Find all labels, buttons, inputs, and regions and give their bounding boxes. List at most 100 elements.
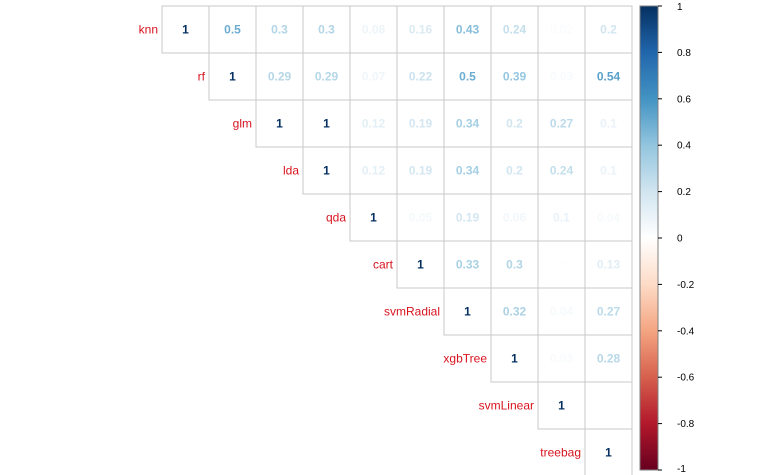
value-label-knn-qda: 0.08 xyxy=(362,23,386,37)
colorbar-tick-label: 0 xyxy=(677,234,683,245)
value-label-knn-cart: 0.16 xyxy=(409,23,433,37)
cell-glm-treebag xyxy=(584,99,633,148)
cell-cart-xgbTree xyxy=(490,240,539,289)
value-label-rf-cart: 0.22 xyxy=(409,70,433,84)
cell-knn-treebag xyxy=(584,5,633,54)
colorbar-tick-label: 0.4 xyxy=(677,141,691,152)
cell-rf-svmRadial xyxy=(443,52,492,101)
cell-cart-svmRadial xyxy=(443,240,492,289)
colorbar-tick-label: 1 xyxy=(677,2,683,13)
value-label-glm-treebag: 0.1 xyxy=(600,117,617,131)
cell-svmRadial-treebag xyxy=(584,287,633,336)
value-label-cart-xgbTree: 0.3 xyxy=(506,258,523,272)
value-label-xgbTree-treebag: 0.28 xyxy=(597,352,621,366)
value-label-glm-glm: 1 xyxy=(276,117,283,131)
value-label-rf-svmRadial: 0.5 xyxy=(459,70,476,84)
value-label-xgbTree-xgbTree: 1 xyxy=(511,352,518,366)
value-label-glm-qda: 0.12 xyxy=(362,117,386,131)
value-label-lda-treebag: 0.1 xyxy=(600,164,617,178)
value-label-glm-lda: 1 xyxy=(323,117,330,131)
row-label-cart: cart xyxy=(373,258,394,272)
cell-xgbTree-xgbTree xyxy=(490,334,539,383)
value-label-rf-svmLinear: 0.03 xyxy=(550,70,574,84)
cell-xgbTree-treebag xyxy=(584,334,633,383)
colorbar-tick-label: 0.8 xyxy=(677,48,691,59)
value-label-lda-qda: 0.12 xyxy=(362,164,386,178)
colorbar-tick-label: 0.6 xyxy=(677,94,691,105)
cell-lda-svmRadial xyxy=(443,146,492,195)
value-label-knn-glm: 0.3 xyxy=(271,23,288,37)
colorbar-tick-label: -0.6 xyxy=(677,373,695,384)
colorbar-tick-label: -0.8 xyxy=(677,419,695,430)
cell-glm-cart xyxy=(396,99,445,148)
colorbar-tick-label: -0.2 xyxy=(677,280,695,291)
row-label-svmRadial: svmRadial xyxy=(384,305,440,319)
value-label-knn-svmLinear: 0.02 xyxy=(550,23,574,37)
row-label-xgbTree: xgbTree xyxy=(443,352,487,366)
cell-rf-svmLinear xyxy=(537,52,586,101)
cell-svmRadial-svmLinear xyxy=(537,287,586,336)
row-labels: knn rf glm lda qda cart svmRadial xgbTree svmLin… xyxy=(139,23,581,460)
value-label-qda-svmRadial: 0.19 xyxy=(456,211,480,225)
cell-xgbTree-svmLinear xyxy=(537,334,586,383)
value-label-rf-qda: 0.07 xyxy=(362,70,386,84)
value-label-xgbTree-svmLinear: 0.03 xyxy=(550,352,574,366)
cell-knn-glm xyxy=(255,5,304,54)
value-label-knn-treebag: 0.2 xyxy=(600,23,617,37)
cell-glm-qda xyxy=(349,99,398,148)
cell-glm-lda xyxy=(302,99,351,148)
cell-cart-treebag xyxy=(584,240,633,289)
colorbar-tick-label: 0.2 xyxy=(677,187,691,198)
cell-svmRadial-svmRadial xyxy=(443,287,492,336)
colorbar-tick-label: -0.4 xyxy=(677,326,695,337)
cell-svmRadial-xgbTree xyxy=(490,287,539,336)
cell-knn-cart xyxy=(396,5,445,54)
cell-cart-cart xyxy=(396,240,445,289)
value-label-cart-treebag: 0.13 xyxy=(597,258,621,272)
row-label-treebag: treebag xyxy=(540,446,581,460)
value-label-qda-cart: 0.05 xyxy=(409,211,433,225)
value-label-svmRadial-svmRadial: 1 xyxy=(464,305,471,319)
colorbar-gradient xyxy=(639,5,659,471)
cell-knn-rf xyxy=(208,5,257,54)
value-label-glm-cart: 0.19 xyxy=(409,117,433,131)
value-label-svmLinear-svmLinear: 1 xyxy=(558,399,565,413)
cell-svmLinear-treebag xyxy=(584,381,633,430)
value-label-lda-svmRadial: 0.34 xyxy=(456,164,480,178)
value-label-qda-qda: 1 xyxy=(370,211,377,225)
cell-lda-qda xyxy=(349,146,398,195)
value-label-lda-lda: 1 xyxy=(323,164,330,178)
value-label-knn-knn: 1 xyxy=(182,23,189,37)
value-label-cart-svmRadial: 0.33 xyxy=(456,258,480,272)
row-label-rf: rf xyxy=(198,70,206,84)
value-label-lda-cart: 0.19 xyxy=(409,164,433,178)
cell-rf-treebag xyxy=(584,52,633,101)
cell-treebag-treebag xyxy=(584,428,633,475)
cell-rf-glm xyxy=(255,52,304,101)
value-label-qda-treebag: 0.04 xyxy=(597,211,621,225)
row-label-knn: knn xyxy=(139,23,158,37)
cell-knn-knn xyxy=(161,5,210,54)
row-label-lda: lda xyxy=(283,164,299,178)
value-label-rf-xgbTree: 0.39 xyxy=(503,70,527,84)
value-label-lda-svmLinear: 0.24 xyxy=(550,164,574,178)
cell-qda-qda xyxy=(349,193,398,242)
cell-rf-qda xyxy=(349,52,398,101)
colorbar-tick-label: -1 xyxy=(677,464,686,475)
cell-qda-treebag xyxy=(584,193,633,242)
cell-knn-xgbTree xyxy=(490,5,539,54)
value-label-rf-treebag: 0.54 xyxy=(597,70,621,84)
cell-lda-lda xyxy=(302,146,351,195)
value-label-qda-svmLinear: 0.1 xyxy=(553,211,570,225)
value-label-knn-svmRadial: 0.43 xyxy=(456,23,480,37)
colorbar: 1 0.8 0.6 0.4 0.2 0 -0.2 -0.4 -0.6 -0.8 -1 xyxy=(639,2,695,475)
value-label-glm-svmLinear: 0.27 xyxy=(550,117,574,131)
row-label-qda: qda xyxy=(326,211,346,225)
value-label-glm-svmRadial: 0.34 xyxy=(456,117,480,131)
cell-rf-xgbTree xyxy=(490,52,539,101)
value-label-cart-svmLinear: 0.01 xyxy=(550,258,574,272)
cell-qda-svmRadial xyxy=(443,193,492,242)
matrix-cells: 1 0.5 0.3 0.3 0.08 0.16 0.43 0.24 0.02 0.2 1 0.29 0.… xyxy=(161,5,633,475)
value-label-glm-xgbTree: 0.2 xyxy=(506,117,523,131)
